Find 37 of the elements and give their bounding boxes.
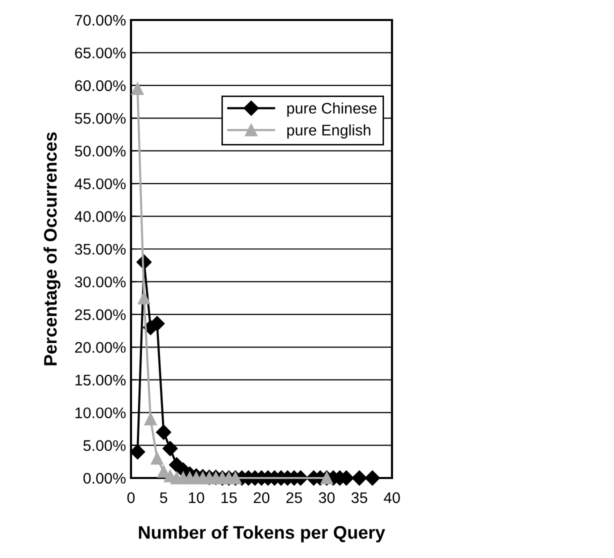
- x-tick-label: 0: [127, 492, 135, 504]
- y-axis-title: Percentage of Occurrences: [44, 132, 60, 366]
- y-tick-label: 15.00%: [75, 374, 126, 386]
- y-tick-label: 60.00%: [75, 80, 126, 92]
- x-axis-title: Number of Tokens per Query: [138, 526, 386, 542]
- point: [130, 444, 146, 460]
- y-tick-label: 65.00%: [75, 48, 126, 58]
- y-tick-label: 10.00%: [75, 407, 126, 418]
- point: [352, 470, 367, 486]
- point: [364, 470, 380, 486]
- x-tick-label: 5: [160, 492, 168, 504]
- point: [138, 292, 150, 304]
- x-tick-label: 40: [384, 492, 400, 504]
- x-tick-label: 25: [286, 492, 302, 504]
- point: [144, 412, 157, 426]
- y-tick-label: 55.00%: [74, 113, 126, 124]
- x-tick-label: 35: [351, 492, 368, 504]
- y-tick-label: 25.00%: [75, 309, 126, 320]
- x-tick-label: 20: [254, 492, 270, 504]
- y-tick-label: 70.00%: [75, 14, 126, 26]
- y-tick-label: 35.00%: [74, 244, 126, 255]
- y-tick-label: 30.00%: [74, 276, 126, 288]
- y-tick-label: 5.00%: [83, 440, 126, 451]
- point: [150, 452, 164, 465]
- point: [156, 424, 172, 440]
- point: [131, 82, 144, 95]
- x-tick-label: 15: [222, 492, 237, 504]
- point: [162, 440, 178, 456]
- legend-label: pure English: [287, 124, 370, 139]
- x-tick-label: 10: [188, 492, 204, 504]
- y-tick-label: 50.00%: [74, 146, 126, 157]
- y-tick-label: 45.00%: [74, 178, 126, 190]
- y-tick-label: 40.00%: [74, 211, 126, 222]
- y-tick-label: 0.00%: [83, 472, 126, 484]
- legend-label: pure Chinese: [287, 102, 377, 117]
- x-tick-label: 30: [318, 492, 335, 504]
- y-tick-label: 20.00%: [75, 342, 126, 353]
